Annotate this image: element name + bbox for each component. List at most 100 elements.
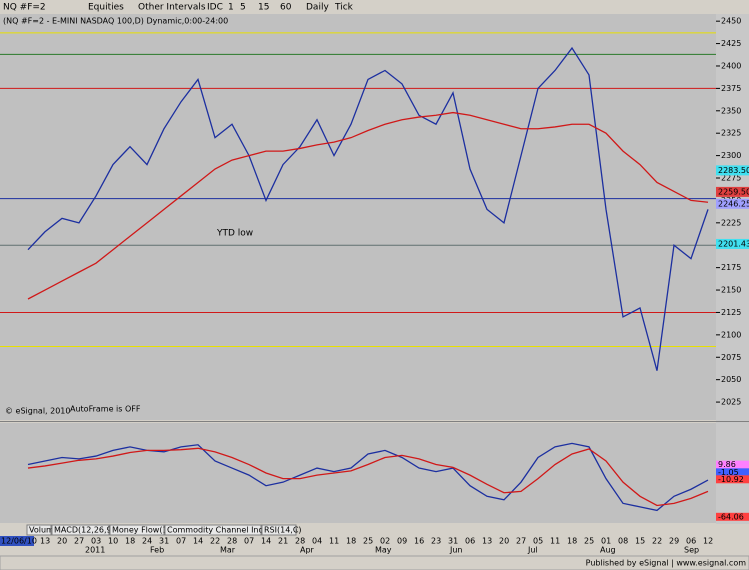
toolbar-button[interactable]: Equities — [88, 3, 124, 13]
price-label-box — [716, 238, 749, 249]
x-tick-label: 07 — [244, 537, 254, 546]
tab-label[interactable]: RSI(14,C) — [264, 526, 302, 535]
x-tick-label: 02 — [380, 537, 390, 546]
indicator-label-box — [716, 460, 749, 469]
y-tick-label: 2050 — [721, 375, 741, 384]
x-tick-label: 29 — [669, 537, 679, 546]
x-tick-label: 22 — [652, 537, 662, 546]
chart-title: (NQ #F=2 - E-MINI NASDAQ 100,D) Dynamic,… — [3, 17, 228, 26]
indicator-label: -64.06 — [718, 512, 744, 521]
x-tick-label: 12/06/10 — [1, 537, 37, 546]
indicator-label-box — [716, 475, 749, 484]
month-label: Apr — [300, 546, 315, 555]
toolbar-button[interactable]: 15 — [258, 3, 269, 13]
price-label: 2283.50 — [718, 166, 749, 175]
x-tick-label: 25 — [363, 537, 373, 546]
status-bar — [0, 555, 749, 570]
x-tick-label: 23 — [431, 537, 441, 546]
tab[interactable] — [109, 524, 165, 536]
y-tick-label: 2300 — [721, 151, 741, 160]
tab[interactable] — [164, 524, 262, 536]
x-tick-label: 08 — [618, 537, 628, 546]
x-tick-label: 27 — [516, 537, 526, 546]
y-tick-label: 2075 — [721, 353, 741, 362]
indicator-label-box — [716, 468, 749, 477]
toolbar-button[interactable]: 60 — [280, 3, 292, 13]
y-tick-label: 2450 — [721, 17, 741, 26]
x-tick-label: 13 — [482, 537, 492, 546]
annotation: © eSignal, 2010 — [5, 407, 70, 416]
x-tick-label: 16 — [414, 537, 424, 546]
toolbar-button[interactable]: IDC — [207, 3, 223, 13]
price-line — [27, 111, 709, 300]
price-label-box — [716, 198, 749, 209]
x-tick-label: 22 — [210, 537, 220, 546]
x-tick-label: 28 — [227, 537, 237, 546]
price-label-box — [716, 165, 749, 176]
x-tick-label: 11 — [550, 537, 560, 546]
month-label: Jul — [527, 546, 538, 555]
tab-label[interactable]: Money Flow(14) — [112, 526, 176, 535]
y-tick-label: 2175 — [721, 263, 741, 272]
x-tick-label: 21 — [278, 537, 288, 546]
price-label: 2259.50 — [718, 187, 749, 196]
y-tick-label: 2100 — [721, 330, 741, 339]
x-tick-label: 25 — [584, 537, 594, 546]
x-tick-label: 06 — [686, 537, 696, 546]
tab-label[interactable]: Commodity Channel Index(23,C) — [167, 526, 298, 535]
toolbar-button[interactable]: Other Intervals — [138, 3, 206, 13]
x-tick-label: 13 — [40, 537, 50, 546]
price-label-box — [716, 186, 749, 197]
indicator-label: -10.92 — [718, 475, 744, 484]
x-tick-label: 27 — [74, 537, 84, 546]
toolbar — [0, 0, 749, 14]
tab[interactable] — [51, 524, 110, 536]
toolbar-button[interactable]: Daily — [306, 3, 329, 13]
price-axis — [716, 14, 749, 524]
x-tick-label: 18 — [567, 537, 577, 546]
date-highlight — [0, 536, 34, 546]
price-line — [27, 46, 709, 371]
tab[interactable] — [261, 524, 297, 536]
month-label: Mar — [220, 546, 236, 555]
indicator-panel — [0, 423, 716, 523]
y-tick-label: 2325 — [721, 129, 741, 138]
tab[interactable] — [26, 524, 52, 536]
symbol[interactable]: NQ #F=2 — [3, 3, 46, 13]
price-label: 2201.43 — [718, 239, 749, 248]
x-tick-label: 31 — [448, 537, 458, 546]
indicator-label-box — [716, 512, 749, 521]
y-tick-label: 2400 — [721, 61, 741, 70]
tab-label[interactable]: MACD(12,26,9,C) — [54, 526, 123, 535]
indicator-label: 9.86 — [718, 460, 736, 469]
x-tick-label: 24 — [142, 537, 152, 546]
y-tick-label: 2375 — [721, 84, 741, 93]
tab-label[interactable]: Volume — [29, 526, 59, 535]
x-tick-label: 06 — [465, 537, 475, 546]
price-label: 2246.25 — [718, 199, 749, 208]
y-tick-label: 2125 — [721, 308, 741, 317]
x-tick-label: 10 — [108, 537, 118, 546]
month-label: Feb — [150, 546, 164, 555]
toolbar-button[interactable]: 1 — [228, 3, 234, 13]
y-tick-label: 2425 — [721, 39, 741, 48]
x-tick-label: 12 — [703, 537, 713, 546]
toolbar-button[interactable]: Tick — [334, 3, 354, 13]
month-label: May — [375, 546, 392, 555]
x-tick-label: 05 — [533, 537, 543, 546]
x-tick-label: 07 — [176, 537, 186, 546]
x-tick-label: 15 — [635, 537, 645, 546]
toolbar-button[interactable]: 5 — [240, 3, 246, 13]
month-label: Jun — [449, 546, 463, 555]
price-panel — [0, 14, 716, 420]
x-tick-label: 18 — [125, 537, 135, 546]
macd-line — [27, 442, 709, 512]
month-label: 2011 — [85, 546, 105, 555]
indicator-label: -1.05 — [718, 468, 739, 477]
y-tick-label: 2225 — [721, 218, 741, 227]
month-label: Sep — [684, 546, 699, 555]
x-tick-label: 28 — [295, 537, 305, 546]
annotation: YTD low — [216, 229, 253, 239]
